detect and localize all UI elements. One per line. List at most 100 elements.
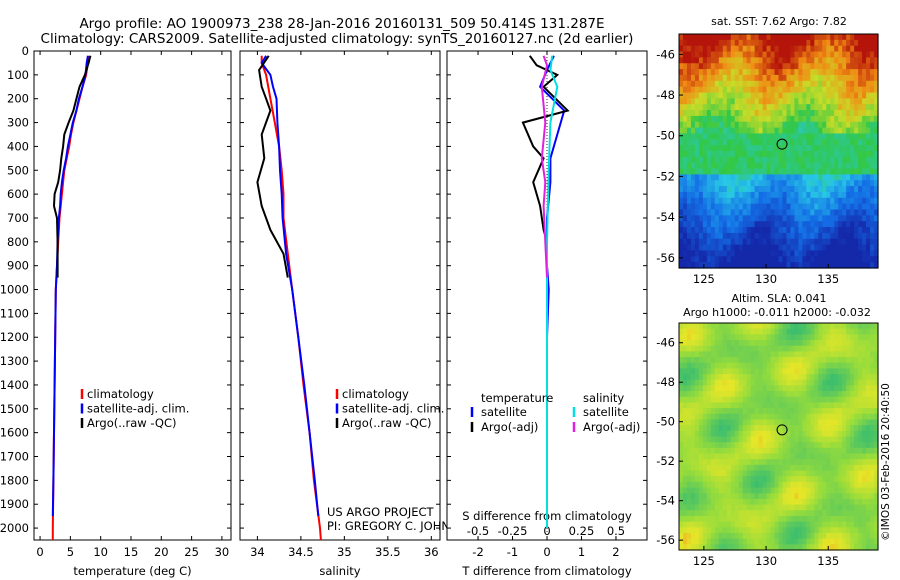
- sst_map-cell: [682, 209, 688, 216]
- sst_map-cell: [734, 156, 740, 164]
- sla_map-cell: [834, 345, 839, 352]
- sla_map-cell: [778, 396, 784, 404]
- sla_map-cell: [842, 476, 847, 483]
- sst_map-cell: [679, 115, 684, 123]
- sla_map-cell: [794, 351, 799, 358]
- sla_map-cell: [874, 362, 879, 369]
- sst_map-cell: [734, 63, 740, 70]
- sla_map-cell: [750, 385, 756, 392]
- sst_map-cell: [698, 139, 704, 146]
- sst_map-cell: [726, 74, 732, 82]
- sst_map-cell: [762, 250, 768, 257]
- sst_map-cell: [846, 209, 851, 216]
- sla_map-cell: [798, 498, 803, 506]
- sst_map-cell: [702, 57, 708, 64]
- sst_map-cell: [866, 51, 871, 58]
- sst_map-cell: [726, 127, 732, 135]
- sst_map-cell: [730, 262, 736, 269]
- sla_map-cell: [766, 493, 772, 500]
- sla_map-cell: [838, 538, 843, 545]
- sst_map-cell: [814, 145, 819, 152]
- sla_map-cell: [838, 413, 843, 421]
- sla_map-cell: [866, 351, 871, 358]
- sst_map-cell: [786, 57, 792, 64]
- sla_map-cell: [786, 425, 792, 432]
- sla_map-cell: [822, 402, 827, 409]
- sst_map-cell: [682, 57, 688, 64]
- sla_map-cell: [874, 368, 879, 375]
- sst_map-cell: [854, 191, 859, 199]
- sst_map-cell: [806, 121, 811, 129]
- temperature-xtick-label: 30: [215, 545, 230, 559]
- sst_map-cell: [718, 74, 724, 82]
- sla_map-cell: [710, 527, 716, 534]
- sla_map-cell: [858, 345, 863, 352]
- sla_map-cell: [706, 470, 712, 477]
- sst_map-cell: [679, 156, 684, 164]
- diff-legend-entry: Argo(-adj): [583, 420, 640, 434]
- sst_map-cell: [726, 121, 732, 129]
- sst_map-cell: [710, 74, 716, 82]
- sla_map-cell: [730, 368, 736, 375]
- sla_map-cell: [690, 521, 696, 528]
- sst_map-cell: [814, 191, 819, 199]
- sst_map-cell: [702, 98, 708, 105]
- sst_map-cell: [754, 63, 760, 70]
- sla-map-title: Altim. SLA: 0.041: [731, 292, 826, 305]
- sla_map-cell: [862, 436, 867, 443]
- sst_map-cell: [798, 186, 803, 193]
- sla_map-cell: [802, 419, 807, 426]
- sst_map-cell: [830, 98, 835, 105]
- sst_map-cell: [718, 69, 724, 76]
- sst_map-cell: [698, 127, 704, 135]
- sla_map-cell: [826, 402, 831, 409]
- sla_map-cell: [682, 419, 688, 426]
- sla_map-cell: [682, 532, 688, 540]
- sst_map-cell: [698, 168, 704, 175]
- sst_map-cell: [802, 104, 807, 111]
- sst_map-cell: [774, 209, 780, 216]
- sst_map-cell: [778, 256, 784, 263]
- sla_map-cell: [838, 453, 843, 460]
- sla_map-cell: [762, 362, 768, 369]
- sla_map-cell: [758, 442, 764, 449]
- sst_map-cell: [794, 69, 799, 76]
- sla_map-cell: [870, 379, 875, 387]
- sla_map-panel: 125 130 135-46-48-50-52-54-56: [656, 322, 879, 568]
- sst_map-cell: [790, 191, 796, 199]
- sla_map-cell: [682, 493, 688, 500]
- sla_map-cell: [746, 459, 752, 466]
- sst_map-cell: [786, 209, 792, 216]
- sst_map-cell: [679, 121, 684, 129]
- sla_map-cell: [842, 464, 847, 472]
- sla_map-cell: [686, 498, 692, 506]
- sst_map-cell: [786, 232, 792, 240]
- sst_map-cell: [862, 151, 867, 158]
- sla_map-cell: [738, 464, 744, 472]
- sst_map-cell: [698, 244, 704, 252]
- sla_map-cell: [798, 453, 803, 460]
- sla_map-cell: [774, 459, 780, 466]
- sst_map-cell: [702, 145, 708, 152]
- sst_map-cell: [742, 156, 748, 164]
- sst_map-cell: [722, 51, 728, 58]
- sst_map-cell: [702, 63, 708, 70]
- sst_map-cell: [690, 69, 696, 76]
- sst_map-cell: [874, 74, 879, 82]
- sla_map-cell: [774, 430, 780, 438]
- sla_map-cell: [798, 544, 803, 551]
- sst_map-cell: [762, 186, 768, 193]
- sst_map-cell: [762, 39, 768, 47]
- sst_map-cell: [870, 39, 875, 47]
- sla_map-cell: [766, 532, 772, 540]
- sla_map-cell: [798, 527, 803, 534]
- sst_map-cell: [706, 63, 712, 70]
- sst_map-cell: [782, 39, 788, 47]
- sla_map-cell: [710, 368, 716, 375]
- sla_map-cell: [762, 430, 768, 438]
- sst_map-cell: [706, 121, 712, 129]
- sla_map-cell: [822, 476, 827, 483]
- sla_map-cell: [742, 532, 748, 540]
- sst_map-cell: [714, 180, 720, 187]
- sla_map-cell: [734, 391, 740, 398]
